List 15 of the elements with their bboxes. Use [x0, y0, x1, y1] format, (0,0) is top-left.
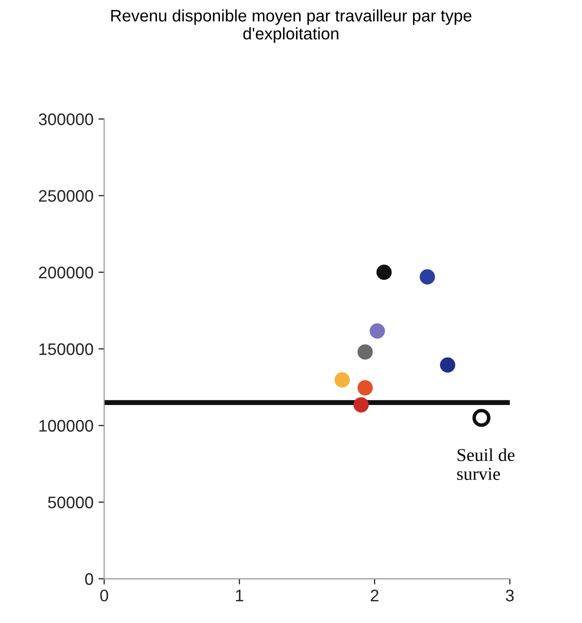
x-tick-label: 0 — [100, 590, 108, 602]
y-tick-label: 50000 — [48, 496, 94, 508]
x-tick-label: 1 — [236, 590, 244, 602]
point — [358, 380, 373, 396]
y-tick-label: 150000 — [39, 343, 94, 356]
y-tick-label: 300000 — [38, 113, 94, 126]
annotation: Seuil de survie — [457, 448, 514, 480]
y-tick-label: 100000 — [39, 420, 94, 432]
point — [472, 408, 490, 427]
y-tick-label: 0 — [85, 573, 94, 585]
y-tick-label: 200000 — [38, 266, 94, 278]
chart-title: Revenu disponible moyen par travailleur par type d'exploitation — [111, 9, 472, 43]
y-tick-label: 250000 — [38, 190, 94, 202]
x-tick-label: 3 — [506, 590, 514, 602]
x-tick-label: 2 — [370, 590, 378, 602]
